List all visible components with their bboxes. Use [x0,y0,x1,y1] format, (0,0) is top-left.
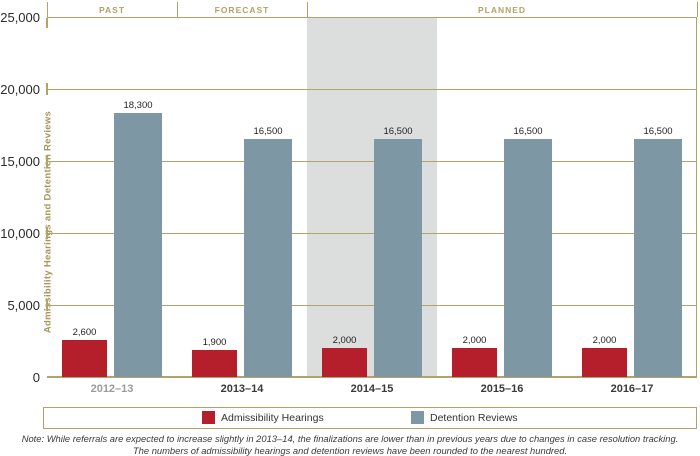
chart-note: Note: While referrals are expected to in… [0,433,700,456]
bar-value-label: 16,500 [383,126,413,137]
gridline [47,89,697,90]
plot-top-border [47,17,697,18]
detention-reviews-bar [114,113,162,377]
gridline [47,233,697,234]
y-axis-title: Admissibility Hearings and Detention Rev… [42,110,54,334]
admissibility-hearings-swatch [202,411,215,424]
y-axis-tick-label: 25,000 [0,10,40,25]
phase-label-past: PAST [98,5,126,15]
phase-label-planned: PLANNED [477,5,527,15]
admissibility-hearings-bar [322,348,367,377]
y-axis-tick-label: 20,000 [0,82,40,97]
y-axis-tick [46,155,48,167]
detention-reviews-bar [374,139,422,377]
detention-reviews-bar [634,139,682,377]
y-axis-tick-label: 10,000 [0,226,40,241]
y-axis-tick [46,227,48,239]
detention-reviews-bar [244,139,292,377]
legend-label-admissibility-hearings: Admissibility Hearings [221,411,324,424]
bar-value-label: 16,500 [643,126,673,137]
detention-reviews-bar [504,139,552,377]
note-line-2: The numbers of admissibility hearings an… [132,444,568,456]
bar-value-label: 16,500 [253,126,283,137]
bar-value-label: 2,000 [592,335,617,346]
phase-separator [697,2,698,17]
admissibility-hearings-bar [452,348,497,377]
x-axis-line [47,376,697,378]
bar-value-label: 2,000 [332,335,357,346]
legend-item-admissibility-hearings: Admissibility Hearings [202,411,324,424]
bar-value-label: 2,600 [72,327,97,338]
gridline [47,305,697,306]
x-axis-label: 2015–16 [480,383,524,395]
phase-separator [307,2,308,17]
bar-value-label: 18,300 [123,100,153,111]
note-line-1: Note: While referrals are expected to in… [21,433,679,444]
legend-item-detention-reviews: Detention Reviews [411,411,518,424]
y-axis-tick [46,83,48,95]
y-axis-tick-label: 5,000 [7,298,40,313]
gridline [47,161,697,162]
bar-value-label: 1,900 [202,337,227,348]
admissibility-hearings-bar [62,340,107,377]
legend-label-detention-reviews: Detention Reviews [430,411,518,424]
bar-value-label: 16,500 [513,126,543,137]
x-axis-label: 2014–15 [350,383,394,395]
legend: Admissibility Hearings Detention Reviews [43,407,697,429]
x-axis-label: 2012–13 [90,383,134,395]
phase-label-forecast: FORECAST [214,5,270,15]
bar-value-label: 2,000 [462,335,487,346]
x-axis-label: 2016–17 [610,383,654,395]
y-axis-tick-label: 15,000 [0,154,40,169]
x-axis-label: 2013–14 [220,383,264,395]
y-axis-tick [46,18,48,28]
phase-separator [47,2,48,17]
admissibility-hearings-bar [582,348,627,377]
y-axis-tick [46,299,48,311]
y-axis-tick-label: 0 [32,370,40,385]
detention-reviews-swatch [411,411,424,424]
admissibility-hearings-bar [192,350,237,377]
plot-right-border [696,17,697,377]
phase-separator [177,2,178,17]
